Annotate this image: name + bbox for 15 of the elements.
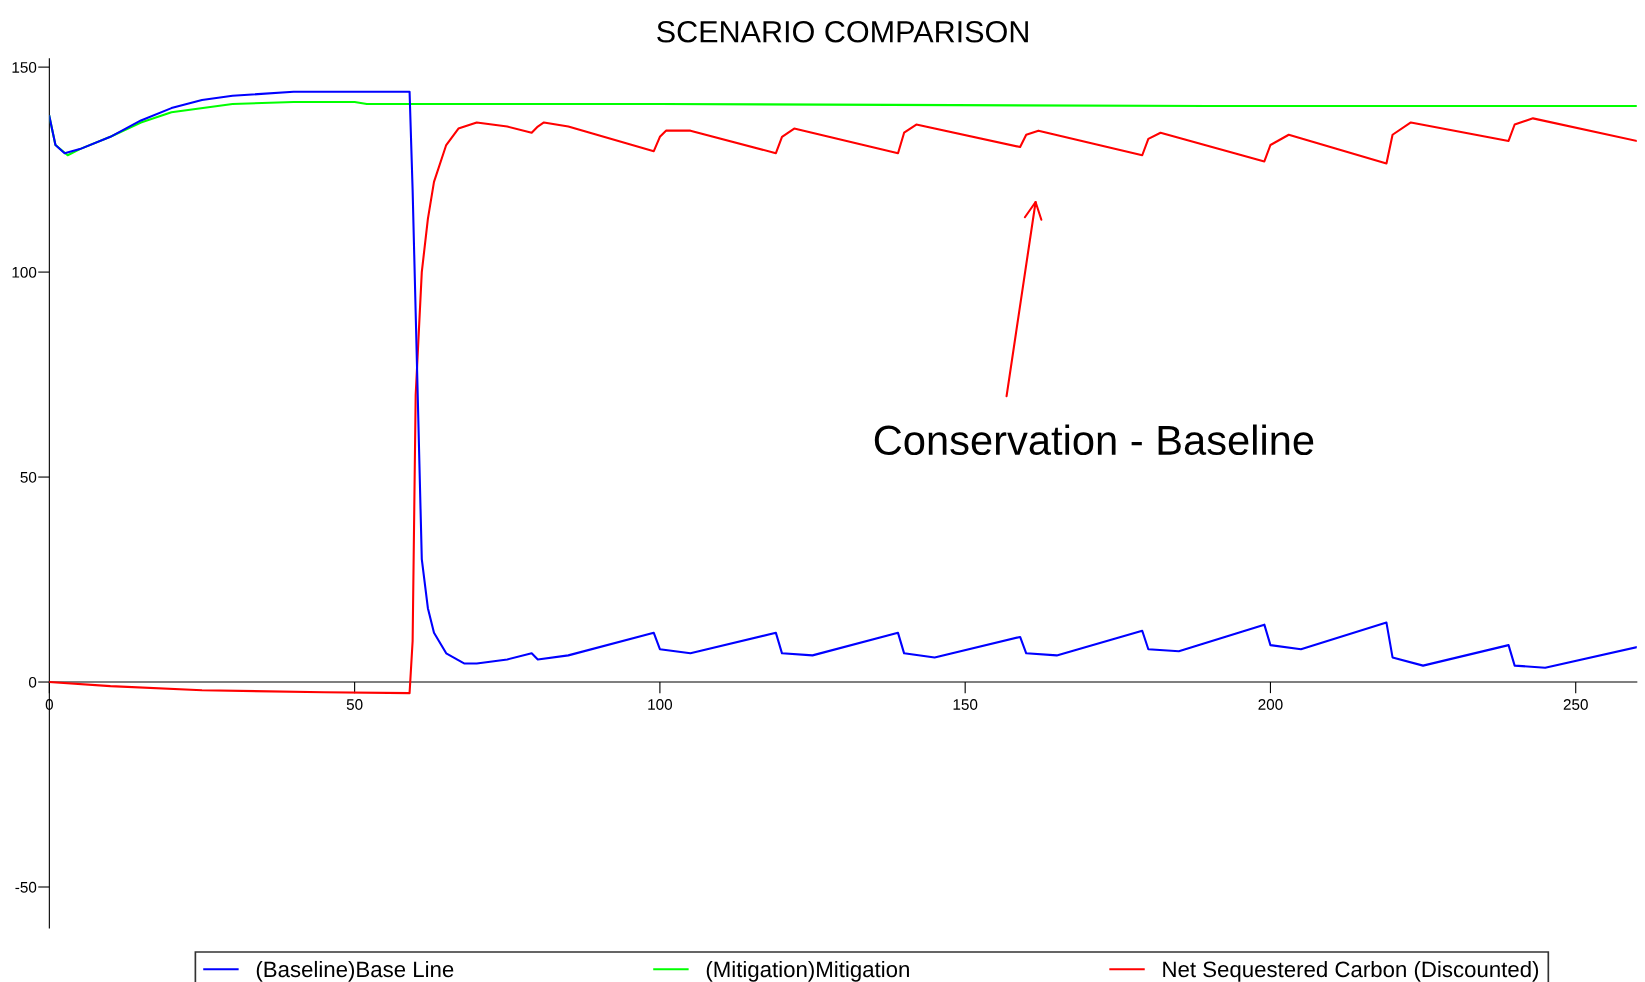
y-tick-label: 100 [12, 266, 37, 278]
legend-label: (Mitigation)Mitigation [706, 960, 909, 982]
y-tick-label: 50 [20, 471, 37, 483]
y-tick-label: 150 [12, 61, 37, 73]
annotation: Conservation - Baseline [874, 424, 1314, 456]
x-tick-label: 50 [346, 699, 363, 710]
y-tick-label: 0 [28, 676, 37, 688]
x-tick-label: 150 [953, 699, 978, 710]
chart-title: SCENARIO COMPARISON [657, 20, 1028, 43]
x-tick-label: 200 [1258, 699, 1283, 710]
y-tick-label: -50 [15, 881, 37, 893]
legend-label: (Baseline)Base Line [256, 960, 454, 982]
legend-label: Net Sequestered Carbon (Discounted) [1163, 960, 1539, 982]
x-tick-label: 100 [648, 699, 673, 710]
x-tick-label: 250 [1563, 699, 1588, 710]
